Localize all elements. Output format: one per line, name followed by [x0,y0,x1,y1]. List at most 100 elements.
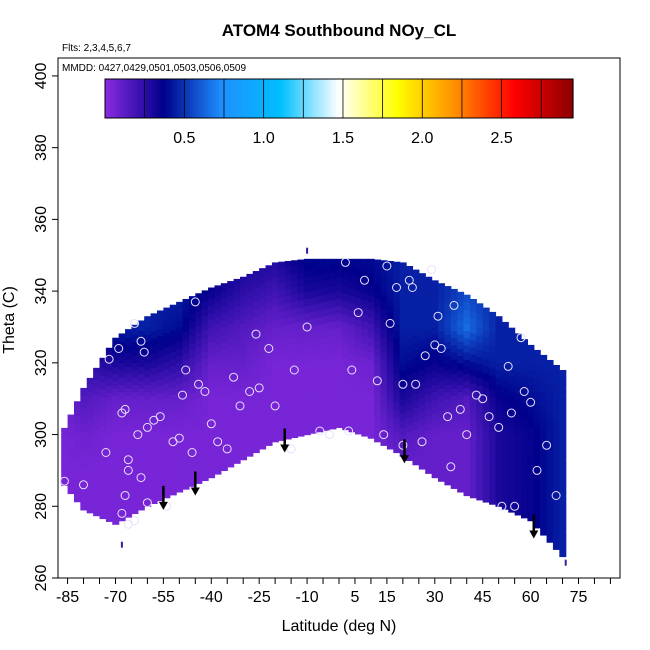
field-cell [188,314,196,322]
field-cell [476,485,484,494]
field-cell [546,513,554,522]
field-cell [469,397,477,406]
colorbar-segment [163,79,168,118]
field-cell [335,405,343,414]
field-cell [214,301,222,310]
field-cell [99,360,107,369]
field-cell [150,345,158,354]
field-cell [501,372,509,381]
field-cell [399,334,407,342]
field-cell [188,328,196,337]
field-cell [240,337,247,346]
field-cell [374,348,382,357]
field-cell [93,472,101,481]
field-cell [489,482,497,491]
field-cell [278,296,286,305]
field-cell [342,321,350,330]
field-cell [297,364,305,373]
field-cell [291,308,299,317]
field-cell [246,273,254,278]
field-cell [533,349,541,357]
field-cell [163,311,171,319]
field-cell [546,391,554,400]
field-cell [156,328,164,337]
field-cell [412,269,420,272]
field-cell [220,319,228,328]
field-cell [252,359,260,368]
field-cell [552,506,560,515]
field-cell [227,438,235,446]
colorbar-tick-label: 2.5 [490,130,512,147]
field-cell [163,325,171,334]
field-cell [163,354,171,362]
field-cell [437,445,445,454]
field-cell [310,332,318,341]
field-cell [469,490,477,499]
field-cell [252,337,260,346]
colorbar-segment [374,79,378,118]
field-cell [412,378,420,387]
field-cell [118,427,126,436]
field-cell [406,374,414,383]
field-cell [182,431,190,440]
field-cell [482,329,490,338]
field-cell [354,268,362,277]
field-cell [425,401,433,410]
field-cell [252,323,260,332]
sample-point [455,404,465,414]
colorbar-segment [435,79,440,118]
field-cell [310,282,318,291]
field-cell [265,344,273,353]
colorbar-segment [526,79,530,118]
field-cell [386,413,394,421]
field-cell [220,334,228,342]
sample-point [551,491,561,500]
field-cell [208,287,216,292]
field-cell [233,334,241,342]
field-cell [444,427,452,436]
field-cell [444,377,452,385]
colorbar-segment [552,79,557,118]
field-cell [169,423,177,431]
field-cell [329,407,337,416]
field-cell [444,348,452,357]
field-cell [182,410,190,418]
field-cell [67,464,75,473]
field-cell [501,358,509,367]
field-cell [386,384,394,393]
field-cell [354,397,362,406]
field-cell [208,341,216,350]
field-cell [450,316,458,324]
field-cell [310,425,318,434]
field-cell [521,460,528,469]
field-cell [476,406,484,415]
field-cell [188,435,196,444]
field-cell [233,370,241,378]
colorbar-segment [260,79,264,118]
colorbar-segment [537,79,542,118]
field-cell [425,458,433,467]
sample-point [302,322,312,332]
field-cell [406,359,414,368]
field-cell [489,375,497,383]
colorbar-segment [496,79,501,118]
field-cell [521,339,528,347]
field-cell [297,285,305,294]
field-cell [393,261,401,267]
field-cell [137,481,145,489]
field-cell [303,391,311,400]
field-cell [284,273,292,282]
field-cell [412,328,420,337]
field-cell [297,400,305,408]
field-cell [508,483,516,492]
field-cell [323,415,331,424]
colorbar-segment [341,79,346,118]
field-cell [150,381,158,390]
field-cell [105,506,113,515]
field-cell [469,339,477,348]
field-cell [271,341,279,350]
field-cell [61,435,69,443]
field-cell [118,441,126,450]
field-cell [335,319,343,328]
